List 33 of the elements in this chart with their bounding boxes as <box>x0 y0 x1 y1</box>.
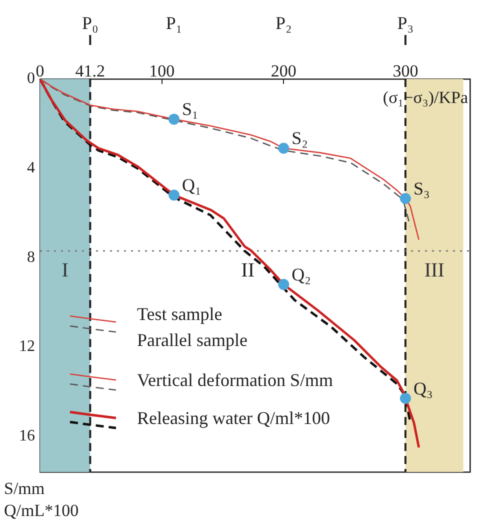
annotation: Vertical deformation S/mm <box>137 370 333 390</box>
band-label: III <box>424 259 444 282</box>
x-tick-label: 100 <box>149 61 175 80</box>
y-tick-label: 12 <box>19 338 35 356</box>
annotation: Q₂ <box>292 264 311 284</box>
annotation: Q₁ <box>182 175 202 196</box>
band-label: I <box>62 259 68 282</box>
text: P₁ <box>166 13 182 33</box>
x-tick-label: 300 <box>392 61 418 80</box>
point <box>168 190 180 201</box>
annotation: Q₃ <box>413 378 433 398</box>
y-tick-label: 4 <box>27 160 35 177</box>
x-tick-label: 200 <box>270 61 296 80</box>
point <box>278 278 290 290</box>
x-axis-title: (σ₁−σ₃)/KPa <box>382 88 468 107</box>
annotation: S₂ <box>292 128 308 148</box>
point <box>278 142 290 154</box>
y-axis-title: S/mm Q/mL*100 <box>4 479 79 520</box>
point <box>400 192 411 204</box>
legend-label: Releasing water Q/ml*100 <box>137 408 330 428</box>
point <box>400 392 411 404</box>
y-tick-label: 8 <box>27 248 35 266</box>
annotation: S₃ <box>413 178 430 198</box>
ref-line-label: P₃ <box>397 13 414 33</box>
x-tick-label: 41.2 <box>75 61 106 80</box>
ref-line-label: P₀ <box>82 13 98 33</box>
point <box>168 114 180 125</box>
y-tick-label: 16 <box>19 427 35 444</box>
legend-label: Test sample <box>137 304 222 324</box>
annotation: S₁ <box>182 99 198 120</box>
legend-label: Parallel sample <box>137 330 248 350</box>
annotation: II <box>241 259 254 282</box>
text: P₂ <box>275 13 292 33</box>
